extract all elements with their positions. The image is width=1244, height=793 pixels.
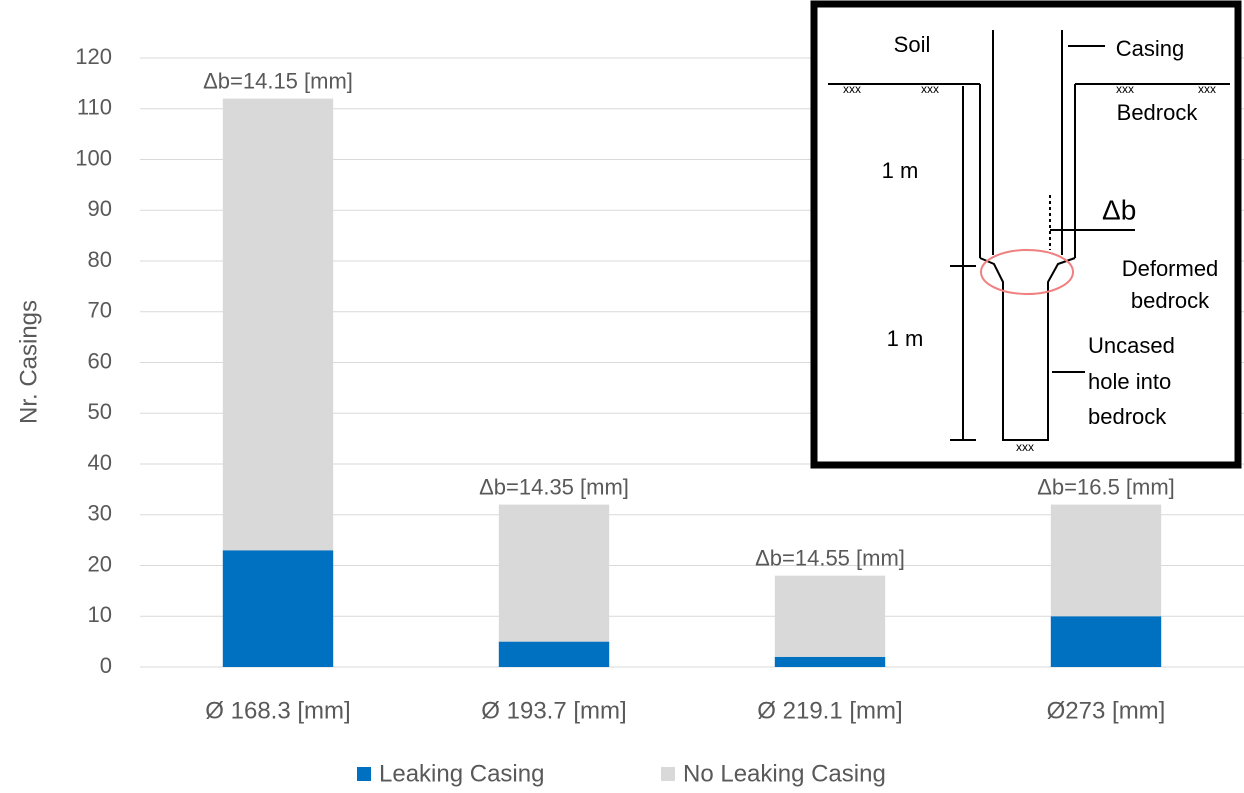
top-label: Δb=14.15 [mm]	[203, 68, 353, 93]
legend-label: No Leaking Casing	[683, 760, 886, 787]
y-tick-label: 110	[77, 95, 112, 120]
casing-label: Casing	[1116, 36, 1184, 61]
y-tick-label: 100	[75, 145, 112, 170]
length-label: 1 m	[887, 326, 924, 351]
uncased-label: Uncased	[1088, 333, 1175, 358]
bar-segment	[498, 504, 610, 642]
y-axis-label: Nr. Casings	[15, 300, 42, 424]
y-tick-label: 70	[88, 298, 112, 323]
bar-segment	[1050, 504, 1162, 617]
bar-segment	[1050, 616, 1162, 667]
hole	[979, 257, 1076, 441]
plot-area: 010203040506070809010011012020.5%Δb=14.1…	[75, 44, 1244, 787]
ground-mark: xxx	[1116, 82, 1134, 96]
ground-mark: xxx	[1198, 82, 1216, 96]
y-tick-label: 10	[88, 602, 112, 627]
uncased-label: hole into	[1088, 369, 1171, 394]
bar-segment	[222, 550, 334, 667]
legend-swatch	[357, 767, 371, 781]
y-tick-label: 0	[100, 653, 112, 678]
deformed-label: Deformed	[1122, 256, 1219, 281]
y-tick-label: 40	[88, 450, 112, 475]
inset-diagram: Soil Casing Bedrock 1 m 1 m Δb Deformed …	[810, 0, 1242, 469]
y-tick-label: 60	[88, 348, 112, 373]
y-tick-label: 120	[75, 44, 112, 69]
y-tick-label: 50	[88, 399, 112, 424]
x-tick-label: Ø 193.7 [mm]	[481, 697, 626, 724]
delta-label: Δb	[1102, 194, 1136, 225]
ground-mark: xxx	[921, 82, 939, 96]
bar-segment	[222, 98, 334, 551]
top-label: Δb=14.55 [mm]	[755, 545, 905, 570]
soil-label: Soil	[894, 32, 931, 57]
legend-label: Leaking Casing	[379, 760, 544, 787]
bar-segment	[498, 641, 610, 667]
top-label: Δb=14.35 [mm]	[479, 474, 629, 499]
y-tick-label: 90	[88, 196, 112, 221]
x-tick-label: Ø 168.3 [mm]	[205, 697, 350, 724]
bedrock-label: Bedrock	[1117, 100, 1199, 125]
uncased-label: bedrock	[1088, 404, 1167, 429]
ground-mark: xxx	[1016, 440, 1034, 454]
x-tick-label: Ø 219.1 [mm]	[757, 697, 902, 724]
y-tick-label: 20	[88, 551, 112, 576]
deformed-label: bedrock	[1131, 288, 1210, 313]
bar-segment	[774, 656, 886, 667]
x-tick-label: Ø273 [mm]	[1047, 697, 1166, 724]
inset-frame	[810, 0, 1242, 469]
ground-mark: xxx	[843, 82, 861, 96]
bar-segment	[774, 575, 886, 657]
deformation-circle	[980, 249, 1074, 295]
y-tick-label: 80	[88, 247, 112, 272]
length-label: 1 m	[882, 158, 919, 183]
y-tick-label: 30	[88, 501, 112, 526]
top-label: Δb=16.5 [mm]	[1037, 474, 1175, 499]
legend-swatch	[661, 767, 675, 781]
